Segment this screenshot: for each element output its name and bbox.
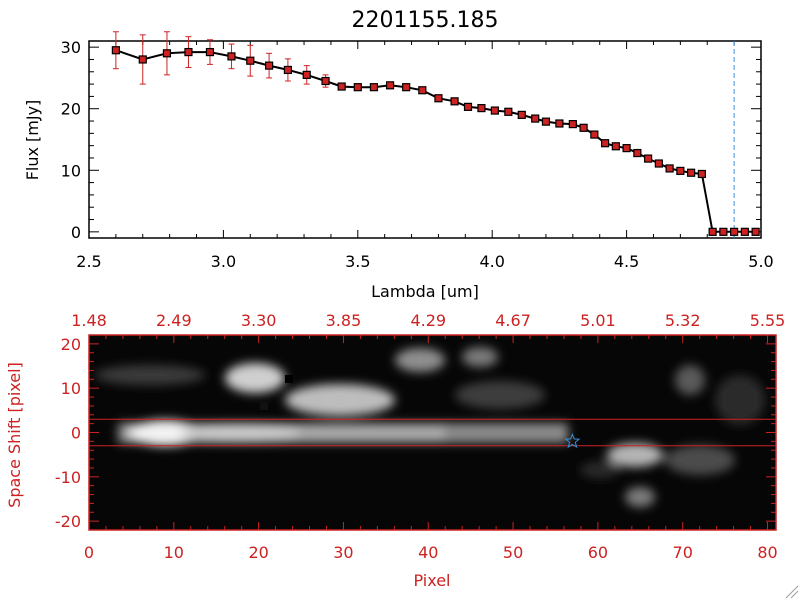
resize-grip-icon[interactable] xyxy=(785,585,799,599)
spectrum-data-point xyxy=(644,154,653,163)
image-x-tick-label: 50 xyxy=(503,543,523,562)
spectrum-axis-ticks: 2.5 3.0 3.5 4.0 4.5 5.0 0 10 20 30 xyxy=(61,38,774,271)
spectrum-data-point xyxy=(751,227,760,236)
spectrum-data-point xyxy=(687,168,696,177)
image-x-tick-label: 60 xyxy=(588,543,608,562)
spectrum-data-point xyxy=(385,81,395,90)
spectrum-data-point xyxy=(402,83,411,92)
image-top-wavelength-label: 5.55 xyxy=(750,311,786,330)
spectrum-data-point xyxy=(517,110,526,119)
spectrum-data-point xyxy=(697,169,706,179)
image-x-tick-label: 0 xyxy=(84,543,94,562)
spectrum-data-point xyxy=(504,107,513,116)
spectrum-data-point xyxy=(633,148,642,158)
spectrum-data-point xyxy=(568,120,577,129)
image-top-wavelength-label: 1.48 xyxy=(71,311,107,330)
spectrum-y-tick-label: 10 xyxy=(61,161,81,180)
spectrum-data-point xyxy=(227,52,236,61)
spectrum-series-line xyxy=(115,49,756,233)
image-top-wavelength-label: 5.01 xyxy=(580,311,616,330)
spectrum-title: 2201155.185 xyxy=(352,8,499,33)
spectrum-image-y-axis-label: Space Shift [pixel] xyxy=(5,362,24,508)
image-y-tick-label: -20 xyxy=(55,512,81,531)
spectrum-x-tick-label: 5.0 xyxy=(748,252,773,271)
spectrum-data-point xyxy=(740,227,749,236)
spectrum-data-point xyxy=(676,166,685,175)
spectrum-data-point xyxy=(283,65,293,75)
spectrum-x-tick-label: 3.0 xyxy=(211,252,236,271)
spectrum-data-point xyxy=(321,76,330,86)
spectrum-data-point xyxy=(246,56,255,65)
spectrum-data-point xyxy=(600,139,610,148)
spectrum-data-point xyxy=(450,97,459,106)
spectrum-data-point xyxy=(337,82,346,91)
spectrum-data-point xyxy=(111,46,120,55)
spectrum-y-tick-label: 20 xyxy=(61,100,81,119)
spectrum-data-point xyxy=(302,70,311,79)
spectrum-data-point xyxy=(418,86,427,95)
spectrum-data-point xyxy=(162,49,172,58)
spectrum-data-point xyxy=(708,227,717,236)
spectrum-data-point xyxy=(590,130,599,139)
image-x-tick-label: 20 xyxy=(248,543,268,562)
spectrum-data-point xyxy=(490,106,499,115)
spectrum-data-point xyxy=(622,144,631,153)
spectrum-data-point xyxy=(654,159,663,168)
spectrum-y-tick-label: 0 xyxy=(71,223,81,242)
spectrum-data-layer xyxy=(111,31,760,238)
image-top-wavelength-label: 3.30 xyxy=(241,311,277,330)
spectrum-data-point xyxy=(184,47,193,57)
spectrum-data-point xyxy=(369,83,379,92)
spectrum-data-point xyxy=(611,142,620,151)
image-top-wavelength-label: 4.67 xyxy=(495,311,531,330)
image-x-tick-label: 70 xyxy=(673,543,693,562)
image-top-wavelength-label: 4.29 xyxy=(410,311,446,330)
image-y-tick-label: 20 xyxy=(61,335,81,354)
spectrum-data-point xyxy=(477,104,486,113)
image-x-tick-label: 10 xyxy=(164,543,184,562)
spectrum-x-tick-label: 4.5 xyxy=(614,252,639,271)
spectrum-data-point xyxy=(555,119,564,128)
spectrum-image xyxy=(95,347,765,507)
spectrum-y-tick-label: 30 xyxy=(61,38,81,57)
spectrum-data-point xyxy=(463,102,473,111)
source-position-star-icon xyxy=(564,433,581,449)
spectrum-x-tick-label: 2.5 xyxy=(76,252,101,271)
spectrum-data-point xyxy=(719,227,728,236)
image-y-tick-label: -10 xyxy=(55,468,81,487)
image-top-wavelength-label: 3.85 xyxy=(326,311,362,330)
image-x-tick-label: 40 xyxy=(418,543,438,562)
spectrum-plot-frame xyxy=(88,40,762,239)
spectrum-data-point xyxy=(205,47,215,57)
spectrum-data-point xyxy=(434,94,443,103)
spectrum-data-point xyxy=(730,227,739,236)
spectrum-data-point xyxy=(665,164,674,173)
image-y-tick-label: 10 xyxy=(61,379,81,398)
spectrum-image-axis-ticks: 0 10 20 30 40 50 60 70 80 1.48 2.49 3.30 3.85 4.29 4.6… xyxy=(55,311,785,562)
spectrum-data-point xyxy=(138,55,147,64)
image-top-wavelength-label: 5.32 xyxy=(665,311,701,330)
image-top-wavelength-label: 2.49 xyxy=(156,311,192,330)
spectrum-data-point xyxy=(541,117,551,126)
spectrum-data-point xyxy=(531,114,540,123)
spectrum-y-axis-label: Flux [mJy] xyxy=(23,100,42,181)
spectrum-data-point xyxy=(353,83,362,92)
image-y-tick-label: 0 xyxy=(71,424,81,443)
spectrum-data-point xyxy=(264,61,274,70)
image-x-tick-label: 80 xyxy=(757,543,777,562)
spectrum-x-axis-label: Lambda [um] xyxy=(371,282,479,301)
spectrum-x-tick-label: 4.0 xyxy=(479,252,504,271)
spectrum-x-tick-label: 3.5 xyxy=(345,252,370,271)
image-x-tick-label: 30 xyxy=(333,543,353,562)
spectrum-image-x-axis-label: Pixel xyxy=(413,571,450,590)
spectrum-data-point xyxy=(579,123,588,132)
